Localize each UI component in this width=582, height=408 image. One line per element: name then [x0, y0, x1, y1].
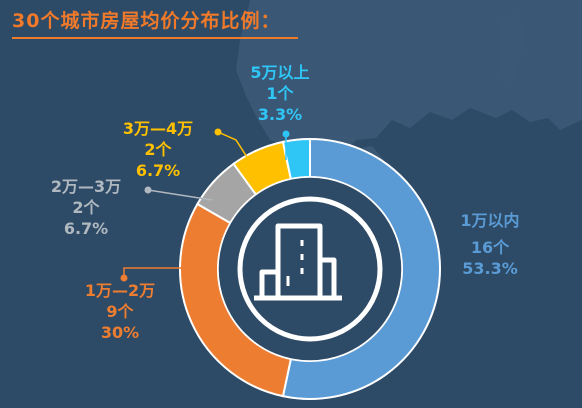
slice-percent: 3.3% — [257, 105, 303, 124]
leader-dot — [214, 128, 222, 136]
slice-count: 2个 — [72, 198, 100, 217]
slice-count: 1个 — [266, 84, 294, 103]
label-1wan-2wan: 1万—2万 9个 30% — [60, 280, 180, 343]
slice-percent: 6.7% — [135, 161, 181, 180]
label-1wan-yinei: 1万以内 16个 53.3% — [425, 210, 555, 279]
building-icon — [254, 223, 342, 301]
label-2wan-3wan: 2万—3万 2个 6.7% — [26, 176, 146, 239]
slice-name: 3万—4万 — [122, 119, 194, 138]
center-icon-circle — [237, 196, 383, 342]
leader-dot — [120, 274, 128, 282]
chart-title: 30个城市房屋均价分布比例： — [12, 10, 281, 32]
title-block: 30个城市房屋均价分布比例： — [12, 6, 298, 39]
slice-name: 1万以内 — [460, 211, 520, 230]
slice-percent: 6.7% — [63, 219, 109, 238]
slice-count: 9个 — [106, 302, 134, 321]
slice-percent: 53.3% — [462, 259, 518, 278]
slice-name: 5万以上 — [250, 63, 310, 82]
leader-dot — [144, 186, 152, 194]
donut-ring — [179, 137, 441, 400]
title-underline — [12, 37, 298, 39]
leader-line — [147, 189, 213, 201]
leader-dot — [412, 210, 420, 218]
leader-line — [399, 213, 417, 233]
slice-count: 16个 — [470, 238, 510, 257]
leader-lines — [120, 128, 420, 282]
slice-name: 1万—2万 — [84, 281, 156, 300]
leader-line — [217, 131, 255, 169]
label-3wan-4wan: 3万—4万 2个 6.7% — [98, 118, 218, 181]
label-5wan-yishang: 5万以上 1个 3.3% — [230, 62, 330, 125]
leader-dot — [282, 130, 290, 138]
slice-name: 2万—3万 — [50, 177, 122, 196]
center-disc — [217, 176, 403, 362]
slice-percent: 30% — [100, 323, 140, 342]
slice-count: 2个 — [144, 140, 172, 159]
